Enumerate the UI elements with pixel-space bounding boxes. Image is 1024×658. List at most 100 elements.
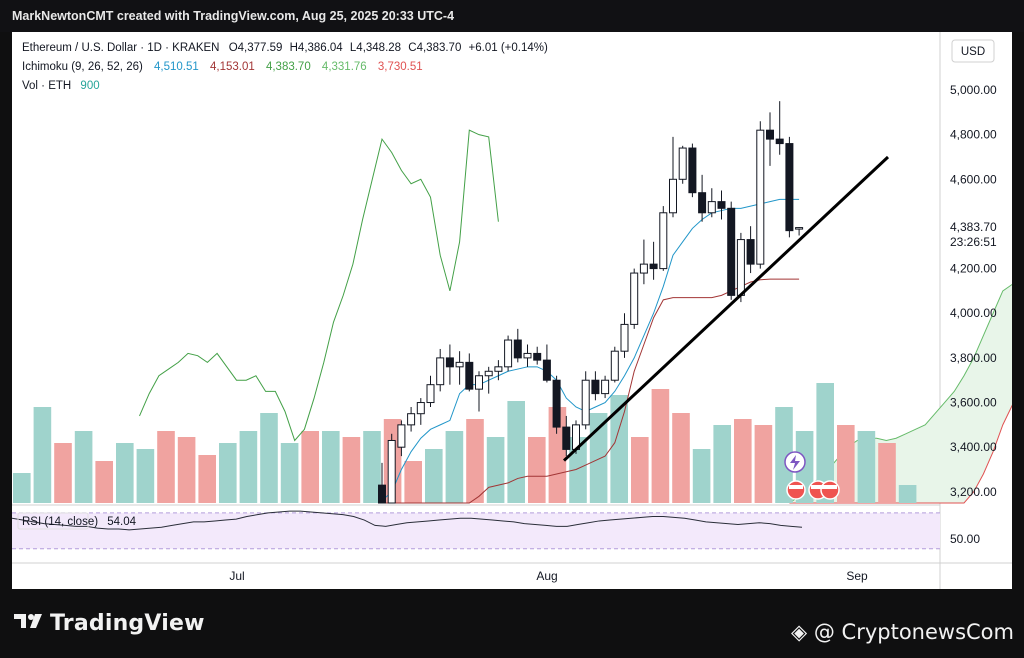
volume-bar: [548, 407, 567, 503]
tradingview-logo: TradingView: [14, 611, 205, 636]
ohlc-o: 4,377.59: [238, 42, 283, 54]
event-icons[interactable]: [784, 451, 840, 500]
volume-bar: [466, 419, 484, 503]
time-axis: Jul Aug Sep: [229, 569, 868, 583]
candle-body: [494, 366, 503, 372]
price-tick-label: 3,600.00: [950, 396, 997, 410]
candle-body: [659, 212, 668, 270]
chikou-line: [139, 129, 499, 442]
volume-bar: [404, 461, 422, 503]
candle-body: [397, 424, 406, 448]
ohlc-c-label: C: [408, 42, 416, 54]
vol-value: 900: [80, 80, 99, 92]
candle-body: [785, 143, 794, 232]
volume-bar: [177, 437, 196, 503]
volume-bar: [13, 473, 31, 503]
price-tick-label: 5,000.00: [950, 83, 997, 97]
rsi-tick-label: 50.00: [950, 532, 980, 546]
price-tick-label: 4,000.00: [950, 306, 997, 320]
volume-bar: [95, 461, 113, 503]
volume-bar: [486, 437, 505, 503]
ohlc-c: 4,383.70: [417, 42, 462, 54]
volume-bar: [219, 443, 237, 503]
volume-bar: [734, 419, 752, 503]
candle-body: [601, 379, 610, 395]
candle-body: [416, 402, 425, 415]
flag-stripe: [823, 485, 837, 489]
volume-bar: [692, 449, 711, 503]
watermark-footer: [0, 596, 1024, 658]
volume-bar: [631, 437, 649, 503]
price-tick-label: 4,600.00: [950, 172, 997, 186]
volume-bar: [33, 407, 52, 503]
candle-body: [436, 357, 445, 386]
currency-button[interactable]: [951, 39, 995, 63]
volume-bar: [239, 431, 258, 503]
price-axis[interactable]: USD 5,000.00 4,800.00 4,600.00 4,200.00 4,00…: [950, 39, 997, 546]
volume-bar: [672, 413, 690, 503]
volume-bar: [301, 431, 319, 503]
candles: [378, 101, 804, 504]
candle-body: [698, 192, 707, 214]
ichimoku-value-4: 4,331.76: [322, 61, 367, 73]
us-flag-icon-1[interactable]: [786, 480, 806, 500]
volume-bar: [507, 401, 525, 503]
candle-body: [610, 350, 619, 381]
legend: Ethereum / U.S. Dollar · 1D · KRAKEN O4,…: [17, 42, 548, 530]
volume-bar: [610, 395, 628, 503]
candle-body: [775, 138, 784, 145]
volume-bar: [260, 413, 278, 503]
candle-body: [504, 339, 513, 368]
price-tick-label: 4,800.00: [950, 128, 997, 142]
vol-label: Vol · ETH: [22, 80, 71, 92]
candle-body: [542, 359, 551, 381]
tradingview-brand: TradingView: [50, 611, 205, 636]
chart-frame: Ethereum / U.S. Dollar · 1D · KRAKEN O4,…: [11, 32, 1013, 589]
candle-body: [387, 439, 396, 504]
candle-body: [523, 352, 532, 359]
support-trendline: [562, 155, 890, 462]
currency-label: USD: [961, 46, 985, 58]
svg-text:Ichimoku (9, 26, 52, 26): Ichimoku (9, 26, 52, 26) 4,510.51 4,153.…: [22, 61, 423, 73]
ichimoku-label: Ichimoku (9, 26, 52, 26): [22, 61, 143, 73]
candle-body: [378, 484, 386, 504]
diamond-icon: ◈: [791, 620, 814, 644]
candle-body: [688, 147, 697, 194]
ohlc-change: +6.01 (+0.14%): [469, 42, 548, 54]
lightning-glyph-icon: [790, 455, 800, 470]
ichimoku-value-1: 4,510.51: [154, 61, 199, 73]
volume-bar: [280, 443, 299, 503]
candle-body: [639, 263, 648, 274]
price-chart[interactable]: Ethereum / U.S. Dollar · 1D · KRAKEN O4,…: [11, 32, 1013, 589]
price-ticks: 5,000.00 4,800.00 4,600.00 4,200.00 4,000.00…: [950, 83, 997, 499]
volume-bar: [198, 455, 216, 503]
time-tick-aug: Aug: [536, 569, 557, 583]
ohlc-l-label: L: [350, 42, 357, 54]
candle-body: [445, 357, 454, 368]
rsi-value: 54.04: [107, 516, 136, 528]
candle-body: [484, 370, 493, 377]
candle-body: [620, 323, 629, 352]
cryptonews-credit: ◈ @ CryptonewsCom: [791, 620, 1014, 644]
created-by-text: MarkNewtonCMT created with TradingView.c…: [12, 9, 455, 23]
ichimoku-value-5: 3,730.51: [378, 61, 423, 73]
us-flag-icon-3[interactable]: [820, 480, 840, 500]
trendline[interactable]: [562, 155, 890, 462]
candle-body: [562, 426, 571, 450]
volume-bar: [116, 443, 134, 503]
svg-text:Vol · ETH 900: Vol · ETH 900: [22, 80, 100, 92]
volume-bar: [54, 443, 72, 503]
candle-body: [455, 361, 464, 368]
svg-text:RSI (14, close) 54.04: RSI (14, close) 54.04: [22, 516, 137, 528]
price-tick-label: 3,400.00: [950, 440, 997, 454]
candle-body: [630, 272, 639, 325]
candle-body: [795, 227, 804, 230]
ohlc-h: 4,386.04: [298, 42, 343, 54]
cryptonews-credit-text: @ CryptonewsCom: [813, 620, 1014, 644]
volume-bar: [857, 431, 876, 503]
volume-bar: [445, 431, 464, 503]
volume-bar: [651, 389, 670, 503]
candle-body: [475, 375, 483, 390]
volume-bar: [425, 449, 443, 503]
price-tick-label: 3,800.00: [950, 351, 997, 365]
